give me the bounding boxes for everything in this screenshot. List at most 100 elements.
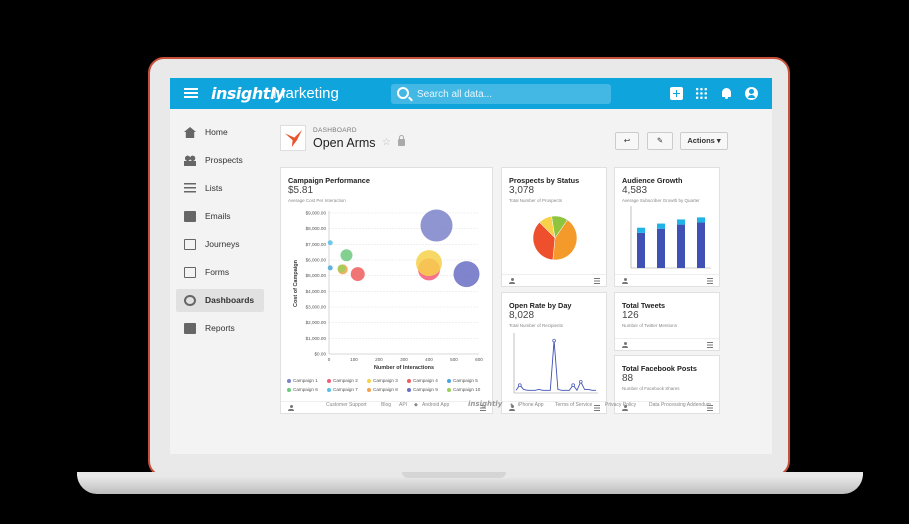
bell-icon[interactable]	[720, 87, 733, 100]
dashboard-kicker: DASHBOARD	[313, 127, 357, 134]
bar	[637, 227, 645, 233]
bar	[657, 228, 665, 268]
card-subtitle: Number of Twitter Mentions	[622, 323, 677, 328]
legend-item[interactable]: Campaign 5	[447, 378, 478, 383]
sidebar-item-label: Lists	[205, 183, 223, 193]
x-axis-label: Number of Interactions	[374, 365, 434, 371]
grid-icon[interactable]	[695, 87, 708, 100]
star-icon[interactable]: ☆	[382, 137, 391, 148]
menu-icon[interactable]	[707, 342, 713, 348]
y-tick-label: $4,000.00	[306, 289, 327, 294]
legend-item[interactable]: Campaign 9	[407, 387, 438, 392]
legend-label: Campaign 5	[453, 378, 478, 383]
legend-swatch	[287, 378, 291, 383]
x-tick-label: 300	[400, 357, 408, 362]
footer-link-privacy[interactable]: Privacy Policy	[605, 402, 637, 408]
edit-button[interactable]: ✎	[647, 132, 673, 150]
x-tick-label: 600	[475, 357, 483, 362]
sidebar-item-prospects[interactable]: Prospects	[176, 149, 264, 172]
legend-label: Campaign 6	[293, 387, 318, 392]
card-value: 126	[622, 310, 639, 321]
legend-item[interactable]: Campaign 3	[367, 378, 398, 383]
audience-growth-card: Audience Growth 4,583 Average Subscriber…	[614, 167, 720, 287]
legend-item[interactable]: Campaign 2	[327, 378, 358, 383]
legend-label: Campaign 8	[373, 387, 398, 392]
sidebar-item-lists[interactable]: Lists	[176, 177, 264, 200]
prospects-by-status-card: Prospects by Status 3,078 Total Number o…	[501, 167, 607, 287]
footer-link-android[interactable]: Android App	[422, 402, 450, 408]
line-point	[552, 338, 556, 343]
scatter-point	[420, 209, 453, 242]
legend-swatch	[367, 378, 371, 383]
menu-icon[interactable]	[184, 86, 198, 100]
app-logo[interactable]: insightly	[211, 84, 285, 103]
scatter-point	[350, 267, 365, 282]
sidebar-item-emails[interactable]: Emails	[176, 205, 264, 228]
back-button[interactable]: ↩	[615, 132, 639, 150]
lock-icon	[398, 135, 405, 146]
sidebar-item-label: Prospects	[205, 155, 243, 165]
menu-icon[interactable]	[594, 405, 600, 411]
menu-icon[interactable]	[480, 405, 486, 411]
legend-item[interactable]: Campaign 10	[447, 387, 480, 392]
footer-link-dpa[interactable]: Data Processing Addendum	[649, 402, 711, 408]
owner-icon[interactable]	[622, 405, 628, 411]
page-footer: Customer Support Blog API ◆ Android App …	[170, 398, 772, 412]
menu-icon[interactable]	[707, 278, 713, 284]
undo-icon: ↩	[623, 136, 631, 145]
sidebar-item-home[interactable]: Home	[176, 121, 264, 144]
apple-icon: ●	[510, 402, 514, 408]
card-title: Open Rate by Day	[509, 301, 572, 310]
bar	[677, 219, 685, 225]
legend-label: Campaign 2	[333, 378, 358, 383]
legend-item[interactable]: Campaign 7	[327, 387, 358, 392]
scatter-point	[327, 265, 333, 271]
owner-icon[interactable]	[288, 405, 294, 411]
user-icon[interactable]	[745, 87, 758, 100]
legend-label: Campaign 1	[293, 378, 318, 383]
legend-swatch	[447, 387, 451, 392]
footer-logo[interactable]: insightly	[468, 400, 503, 408]
footer-link-terms[interactable]: Terms of Service	[555, 402, 593, 408]
actions-button[interactable]: Actions ▾	[680, 132, 728, 150]
sidebar-item-forms[interactable]: Forms	[176, 261, 264, 284]
footer-link-support[interactable]: Customer Support	[326, 402, 367, 408]
owner-icon[interactable]	[622, 342, 628, 348]
search-input[interactable]	[417, 86, 602, 102]
card-value: 4,583	[622, 185, 648, 196]
x-tick-label: 200	[375, 357, 383, 362]
y-tick-label: $0.00	[315, 352, 327, 357]
sidebar-item-dashboards[interactable]: Dashboards	[176, 289, 264, 312]
menu-icon[interactable]	[594, 278, 600, 284]
bar-chart	[630, 206, 711, 269]
plus-icon[interactable]	[670, 87, 683, 100]
legend-item[interactable]: Campaign 4	[407, 378, 438, 383]
legend-item[interactable]: Campaign 8	[367, 387, 398, 392]
sidebar-item-label: Home	[205, 127, 228, 137]
menu-icon[interactable]	[707, 405, 713, 411]
owner-icon[interactable]	[509, 278, 515, 284]
line-chart	[513, 333, 598, 394]
footer-link-api[interactable]: API	[399, 402, 408, 408]
sidebar-item-reports[interactable]: Reports	[176, 317, 264, 340]
bird-icon	[285, 130, 302, 147]
pie-slice	[551, 215, 568, 239]
footer-link-iphone[interactable]: iPhone App	[518, 402, 544, 408]
card-title: Total Facebook Posts	[622, 364, 697, 373]
footer-link-blog[interactable]: Blog	[381, 402, 392, 408]
owner-icon[interactable]	[509, 405, 515, 411]
bar	[657, 223, 665, 229]
sidebar-item-journeys[interactable]: Journeys	[176, 233, 264, 256]
card-value: 3,078	[509, 185, 535, 196]
line-point	[571, 383, 575, 387]
legend-item[interactable]: Campaign 6	[287, 387, 318, 392]
scatter-point	[327, 240, 333, 246]
owner-icon[interactable]	[622, 278, 628, 284]
card-title: Audience Growth	[622, 176, 683, 185]
legend-swatch	[327, 378, 331, 383]
card-title: Campaign Performance	[288, 176, 370, 185]
search-box[interactable]	[391, 84, 611, 104]
legend-item[interactable]: Campaign 1	[287, 378, 318, 383]
legend-swatch	[367, 387, 371, 392]
